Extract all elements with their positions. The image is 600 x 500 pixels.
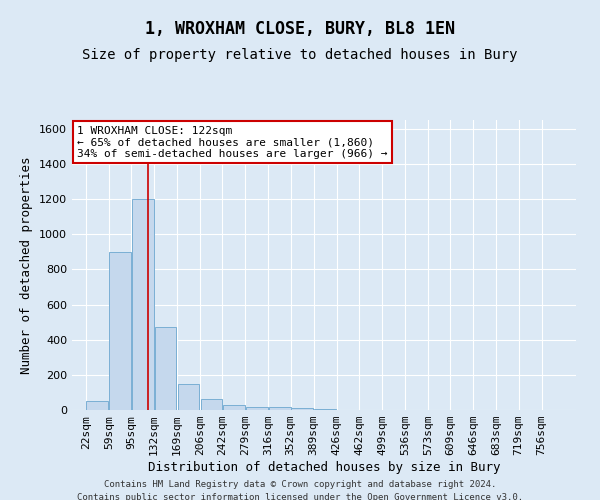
Y-axis label: Number of detached properties: Number of detached properties [20,156,34,374]
Bar [155,328,176,410]
Text: Contains HM Land Registry data © Crown copyright and database right 2024.: Contains HM Land Registry data © Crown c… [104,480,496,489]
Bar [86,401,108,410]
Text: Size of property relative to detached houses in Bury: Size of property relative to detached ho… [82,48,518,62]
Bar [223,404,245,410]
Bar [131,199,154,410]
Bar [291,408,313,410]
Text: 1, WROXHAM CLOSE, BURY, BL8 1EN: 1, WROXHAM CLOSE, BURY, BL8 1EN [145,20,455,38]
Bar [200,400,223,410]
Bar [314,409,336,410]
Bar [178,384,199,410]
X-axis label: Distribution of detached houses by size in Bury: Distribution of detached houses by size … [148,461,500,474]
Bar [246,407,268,410]
Bar [109,252,131,410]
Text: 1 WROXHAM CLOSE: 122sqm
← 65% of detached houses are smaller (1,860)
34% of semi: 1 WROXHAM CLOSE: 122sqm ← 65% of detache… [77,126,388,159]
Text: Contains public sector information licensed under the Open Government Licence v3: Contains public sector information licen… [77,492,523,500]
Bar [269,408,291,410]
